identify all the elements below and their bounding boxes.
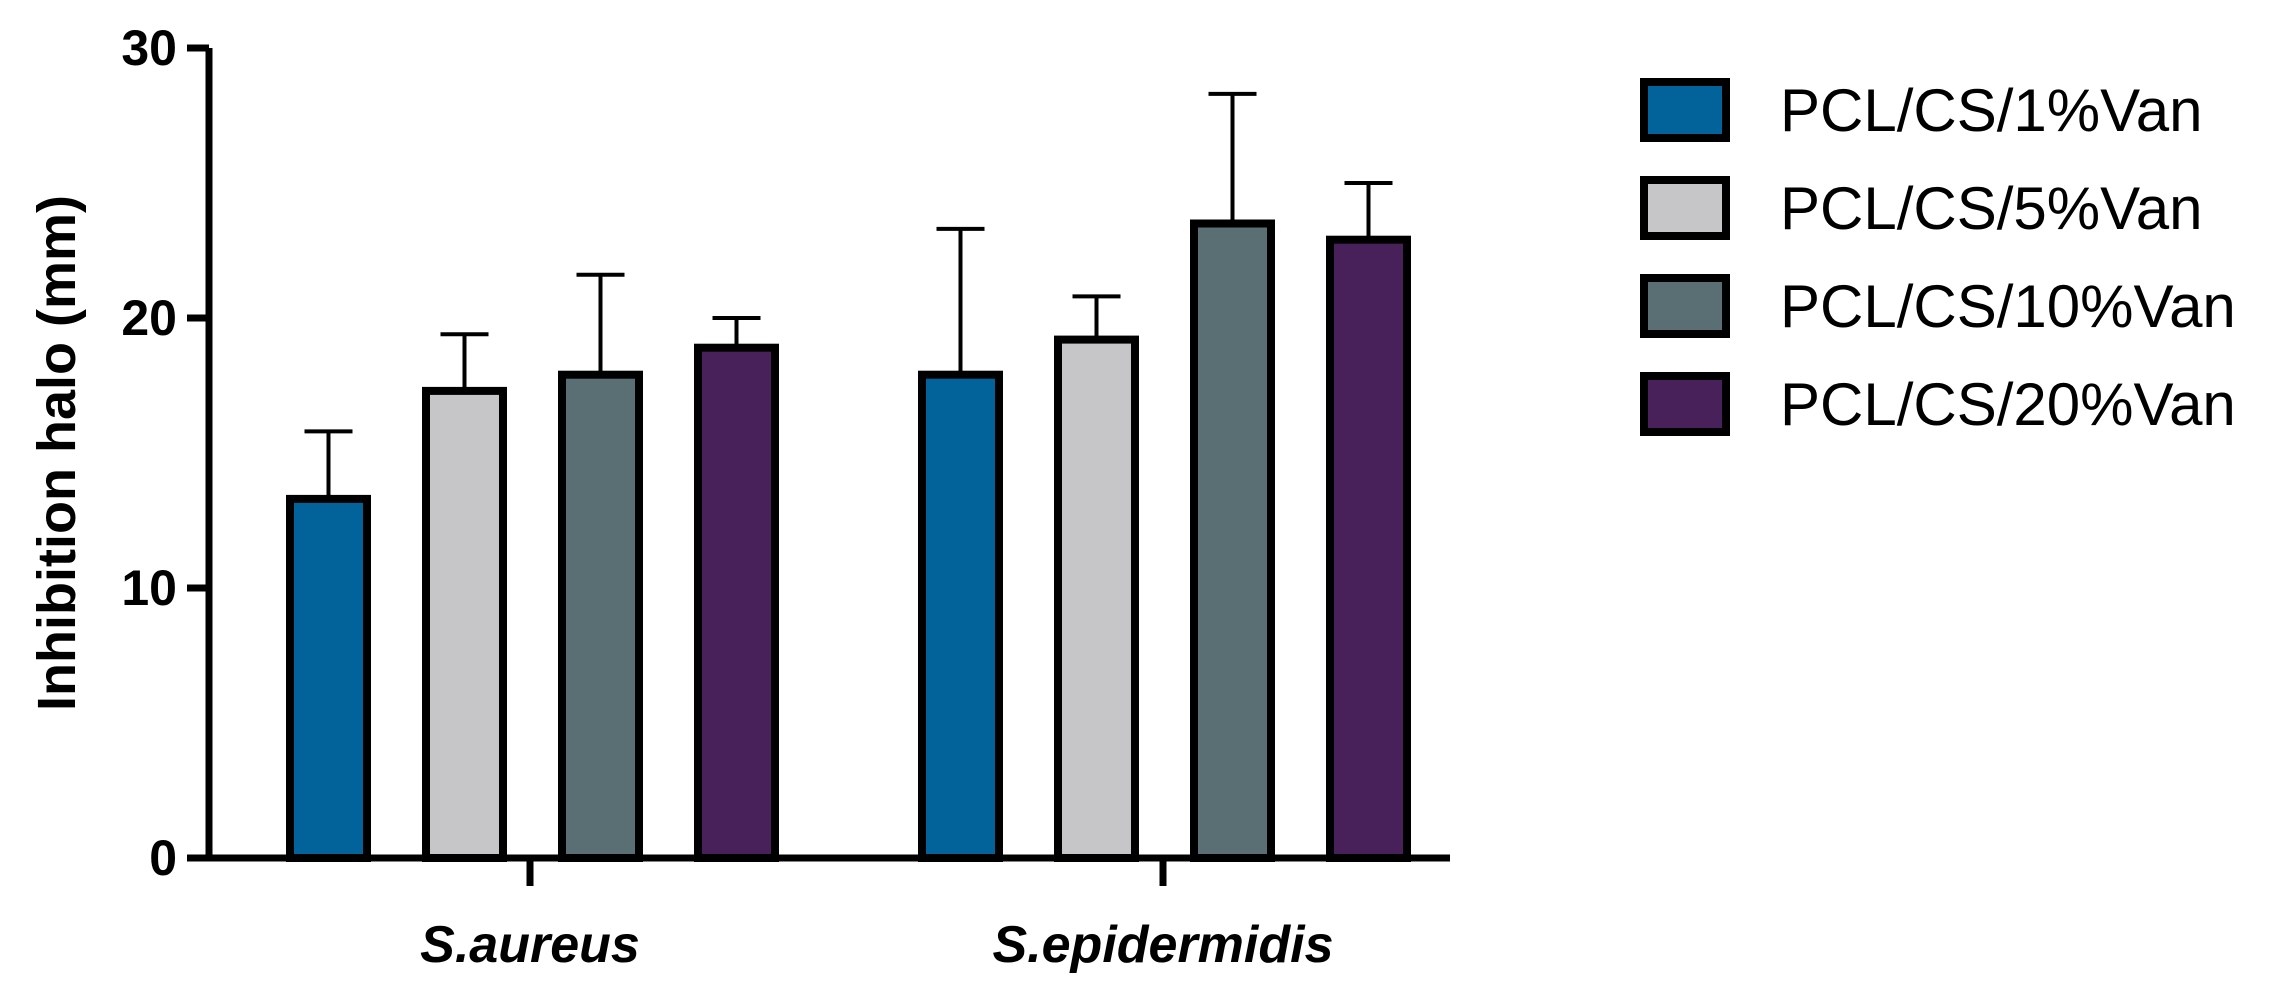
y-tick-label-3: 30 bbox=[121, 20, 177, 76]
bar-1-1 bbox=[1054, 335, 1139, 863]
bar-0-2 bbox=[558, 370, 643, 862]
bar-1-2 bbox=[1190, 219, 1275, 862]
legend-swatch-1 bbox=[1640, 176, 1730, 240]
legend-swatch-0 bbox=[1640, 78, 1730, 142]
y-tick-label-2: 20 bbox=[121, 290, 177, 346]
legend-swatch-2 bbox=[1640, 274, 1730, 338]
y-tick-label-0: 0 bbox=[149, 830, 177, 886]
x-category-label-1: S.epidermidis bbox=[993, 916, 1334, 974]
legend-label-2: PCL/CS/10%Van bbox=[1780, 273, 2236, 340]
bars bbox=[286, 219, 1411, 863]
bar-1-3 bbox=[1326, 235, 1411, 862]
bar-0-1 bbox=[422, 386, 507, 862]
bar-1-0 bbox=[918, 370, 1003, 862]
legend-label-3: PCL/CS/20%Van bbox=[1780, 371, 2236, 438]
x-category-label-0: S.aureus bbox=[420, 916, 640, 974]
axes bbox=[205, 48, 1450, 862]
y-axis-title: Inhibition halo (mm) bbox=[27, 195, 87, 711]
bar-0-0 bbox=[286, 494, 371, 862]
legend-label-1: PCL/CS/5%Van bbox=[1780, 175, 2202, 242]
x-categories: S.aureus S.epidermidis bbox=[420, 858, 1334, 974]
legend: PCL/CS/1%Van PCL/CS/5%Van PCL/CS/10%Van PCL… bbox=[1640, 77, 2236, 438]
y-ticks: 0 10 20 30 bbox=[121, 20, 209, 886]
legend-swatch-3 bbox=[1640, 372, 1730, 436]
error-bars bbox=[304, 91, 1393, 499]
y-tick-label-1: 10 bbox=[121, 560, 177, 616]
legend-label-0: PCL/CS/1%Van bbox=[1780, 77, 2202, 144]
bar-0-3 bbox=[694, 343, 779, 862]
